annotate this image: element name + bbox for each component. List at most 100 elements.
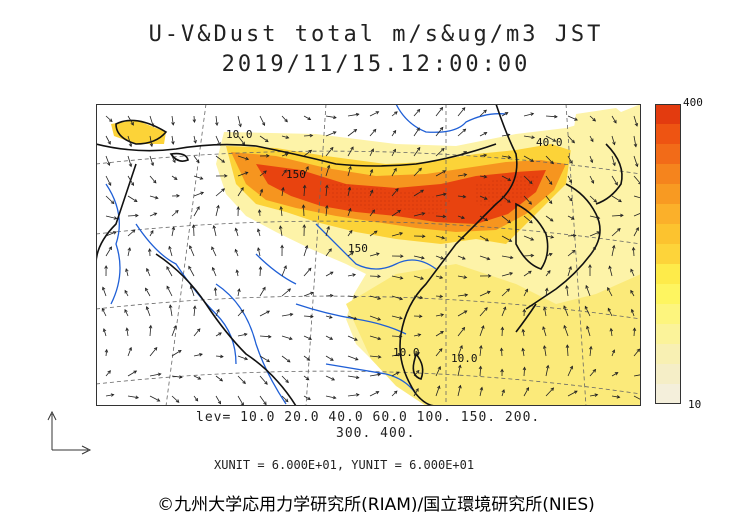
wind-arrow	[193, 206, 200, 217]
wind-arrow-head	[417, 333, 422, 337]
wind-arrow	[236, 270, 239, 277]
wind-arrow-head	[586, 325, 590, 330]
legend-swatch	[655, 384, 681, 404]
axis-arrows	[47, 410, 92, 455]
contour-label: 10.0	[393, 346, 420, 359]
wind-arrow	[545, 365, 549, 377]
wind-arrow	[633, 212, 641, 217]
wind-arrow	[347, 208, 351, 217]
wind-arrow	[193, 155, 200, 163]
wind-arrow-head	[461, 326, 466, 331]
wind-arrow-head	[439, 275, 444, 279]
wind-arrow	[105, 135, 111, 145]
wind-arrow	[567, 135, 575, 144]
wind-arrow-head	[166, 266, 170, 270]
wind-arrow	[413, 189, 424, 197]
wind-arrow-head	[550, 235, 555, 239]
wind-arrow	[105, 246, 112, 257]
wind-arrow	[237, 333, 247, 337]
wind-arrow	[567, 195, 573, 202]
wind-arrow-head	[331, 377, 336, 381]
wind-arrow-head	[399, 296, 404, 301]
wind-arrow	[237, 172, 248, 177]
wind-arrow	[479, 255, 490, 260]
wind-arrow-head	[377, 274, 381, 279]
wind-arrow-head	[153, 212, 158, 216]
wind-arrow-head	[545, 364, 550, 369]
wind-arrow-head	[398, 334, 403, 339]
wind-arrow	[457, 174, 467, 177]
wind-arrow-head	[263, 170, 267, 174]
wind-arrow-head	[168, 304, 173, 309]
contour-label: 10.0	[226, 128, 253, 141]
wind-arrow	[215, 155, 225, 163]
wind-arrow	[193, 395, 199, 402]
wind-arrow-head	[421, 234, 426, 238]
wind-arrow-head	[416, 146, 421, 151]
legend-swatch	[655, 124, 681, 145]
wind-arrow	[281, 288, 291, 297]
wind-arrow	[325, 375, 335, 381]
wind-arrow-head	[256, 228, 261, 233]
wind-arrow-head	[377, 296, 382, 300]
wind-arrow-head	[287, 288, 292, 292]
wind-arrow	[259, 310, 270, 317]
wind-arrow	[325, 115, 337, 119]
wind-arrow	[369, 373, 381, 377]
wind-arrow	[413, 370, 420, 377]
wind-arrow	[149, 395, 160, 402]
wind-arrow	[281, 375, 289, 383]
wind-arrow-head	[310, 291, 314, 295]
wind-arrow	[215, 188, 225, 197]
wind-arrow	[279, 226, 283, 237]
wind-arrow	[214, 287, 217, 297]
wind-arrow	[347, 315, 357, 320]
wind-arrow	[127, 229, 136, 237]
wind-arrow	[567, 155, 573, 164]
wind-arrow	[127, 347, 132, 357]
wind-arrow	[413, 334, 421, 337]
wind-arrow-head	[507, 155, 512, 159]
wind-arrow-head	[191, 224, 196, 228]
wind-arrow	[149, 347, 158, 357]
wind-arrow-head	[328, 248, 332, 252]
wind-arrow-head	[462, 256, 466, 260]
wind-arrow	[235, 228, 239, 237]
wind-arrow-head	[585, 284, 589, 289]
legend-swatch	[655, 164, 681, 185]
wind-arrow	[211, 246, 217, 257]
wind-arrow-head	[594, 393, 599, 397]
wind-arrow	[215, 309, 220, 317]
wind-arrow	[325, 335, 333, 340]
wind-arrow-head	[146, 267, 150, 272]
wind-arrow-head	[416, 352, 421, 356]
wind-arrow-head	[325, 204, 329, 209]
wind-arrow-head	[549, 218, 554, 222]
wind-arrow	[435, 385, 440, 397]
wind-arrow-head	[212, 224, 216, 229]
wind-arrow-head	[392, 129, 397, 134]
wind-arrow	[237, 375, 246, 384]
wind-arrow	[479, 387, 483, 397]
wind-arrow	[391, 353, 401, 357]
wind-arrow	[633, 155, 638, 167]
wind-arrow-head	[171, 226, 176, 231]
wind-arrow-head	[173, 176, 178, 180]
wind-arrow-head	[349, 229, 353, 234]
legend-swatch	[655, 244, 681, 265]
wind-arrow	[589, 175, 594, 184]
wind-arrow	[105, 349, 108, 357]
wind-arrow	[193, 115, 195, 123]
wind-arrow	[479, 175, 487, 178]
wind-arrow	[259, 355, 270, 363]
wind-arrow	[584, 306, 591, 317]
wind-arrow	[479, 154, 487, 157]
wind-arrow	[149, 135, 153, 147]
wind-arrow	[479, 325, 484, 337]
wind-arrow	[303, 245, 308, 257]
wind-arrow	[501, 272, 513, 277]
wind-arrow-head	[281, 186, 285, 191]
wind-arrow-head	[266, 358, 271, 363]
wind-arrow-head	[266, 310, 271, 314]
wind-arrow	[457, 275, 467, 278]
